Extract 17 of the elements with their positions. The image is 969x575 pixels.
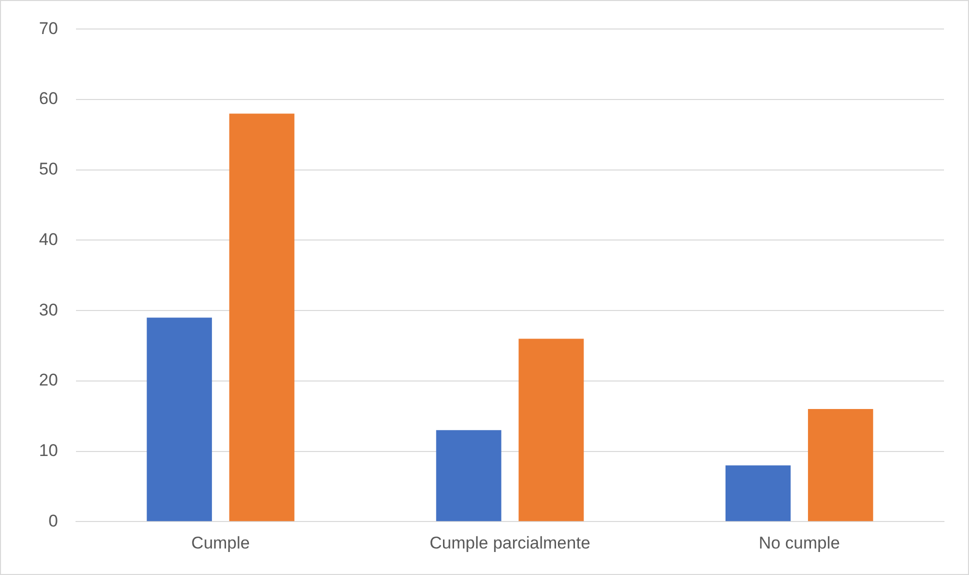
- y-tick-label: 20: [38, 370, 58, 390]
- bar: [146, 318, 212, 522]
- y-tick-label: 60: [38, 89, 58, 108]
- bar: [436, 430, 502, 522]
- bar: [518, 338, 584, 522]
- x-tick-label: No cumple: [758, 533, 840, 552]
- x-tick-label: Cumple: [191, 533, 250, 552]
- y-tick-label: 50: [38, 160, 58, 179]
- y-tick-label: 0: [48, 511, 58, 530]
- y-tick-label: 10: [38, 440, 58, 460]
- bar: [808, 409, 874, 522]
- x-tick-label: Cumple parcialmente: [430, 533, 590, 552]
- y-tick-label: 30: [38, 300, 58, 320]
- y-tick-label: 40: [38, 230, 58, 249]
- y-tick-label: 70: [38, 18, 58, 38]
- bar: [229, 114, 294, 522]
- bar: [726, 465, 791, 522]
